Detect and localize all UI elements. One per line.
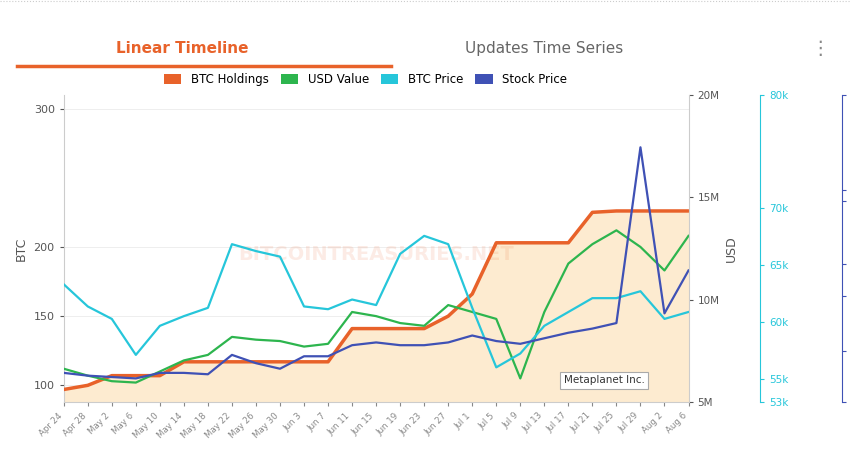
Text: BITCOINTREASURIES.NET: BITCOINTREASURIES.NET (238, 245, 514, 264)
Text: ⋮: ⋮ (811, 39, 830, 58)
Text: Linear Timeline: Linear Timeline (116, 41, 249, 56)
Y-axis label: BTC: BTC (15, 236, 28, 261)
Text: Updates Time Series: Updates Time Series (465, 41, 623, 56)
Legend: BTC Holdings, USD Value, BTC Price, Stock Price: BTC Holdings, USD Value, BTC Price, Stoc… (159, 68, 572, 91)
Text: Metaplanet Inc.: Metaplanet Inc. (564, 376, 644, 385)
Y-axis label: USD: USD (725, 235, 738, 261)
